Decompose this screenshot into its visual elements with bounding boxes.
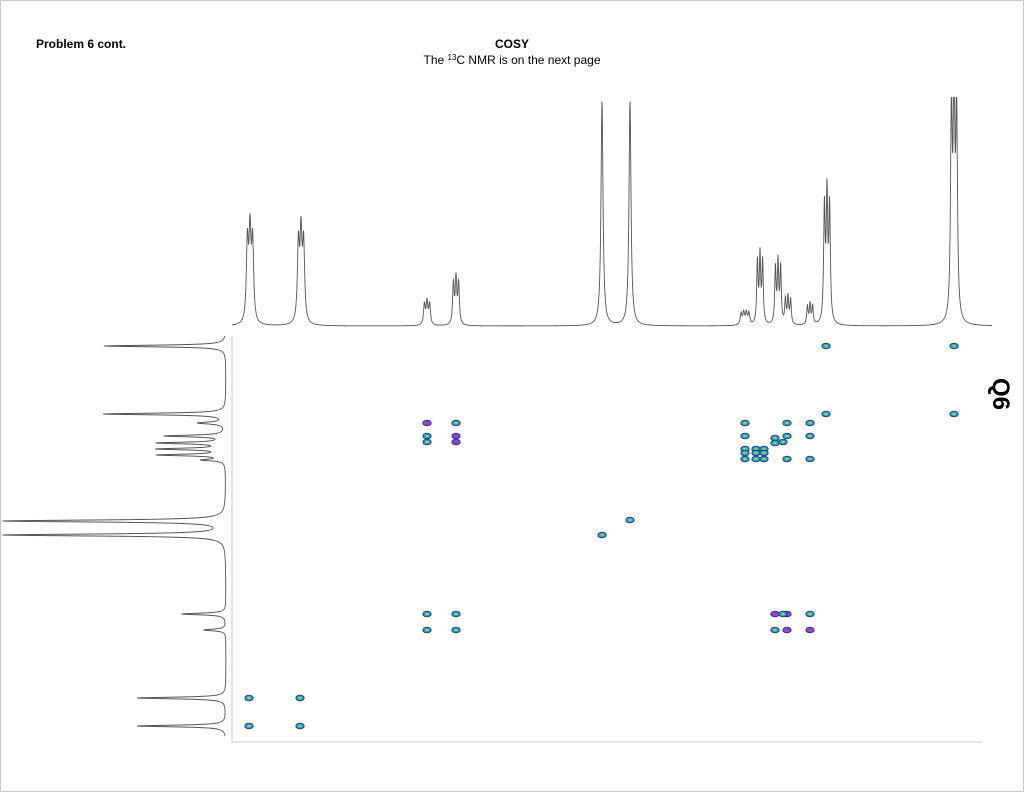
cross-peak	[451, 432, 461, 440]
subtitle-prefix: The	[423, 53, 448, 67]
cross-peak-center	[425, 440, 429, 444]
cross-peak-center	[628, 518, 632, 522]
cross-peak-center	[743, 451, 747, 455]
left-1h-projection	[2, 335, 227, 737]
cross-peak-center	[785, 434, 789, 438]
cross-peak-center	[808, 457, 812, 461]
top-projection-trace	[231, 97, 992, 327]
cross-peak-center	[762, 451, 766, 455]
title-block: COSY The 13C NMR is on the next page	[312, 37, 712, 69]
page-title: COSY	[494, 37, 529, 51]
cross-peak-center	[743, 421, 747, 425]
plot-axes	[231, 336, 982, 743]
cross-peak-center	[743, 447, 747, 451]
cross-peak-center	[762, 457, 766, 461]
cross-peaks	[244, 342, 959, 730]
cross-peak-center	[600, 533, 604, 537]
cross-peak-center	[425, 434, 429, 438]
cross-peak-center	[808, 612, 812, 616]
cross-peak-center	[773, 436, 777, 440]
cross-peak-center	[824, 412, 828, 416]
left-projection-trace	[2, 335, 227, 737]
cross-peak-center	[298, 724, 302, 728]
cross-peak-center	[781, 612, 785, 616]
cross-peak-center	[824, 344, 828, 348]
subtitle-suffix: C NMR is on the next page	[456, 53, 601, 67]
cross-peak-center	[754, 447, 758, 451]
cross-peak	[782, 626, 792, 634]
cross-peak-center	[754, 451, 758, 455]
cross-peak	[422, 419, 432, 427]
cross-peak-center	[454, 612, 458, 616]
cross-peak-center	[952, 344, 956, 348]
cross-peak	[770, 610, 780, 618]
cross-peak-center	[808, 434, 812, 438]
cross-peak-center	[743, 434, 747, 438]
cross-peak-center	[762, 447, 766, 451]
top-1h-projection	[231, 97, 992, 327]
cross-peak-center	[425, 612, 429, 616]
cross-peak-center	[785, 457, 789, 461]
page-subtitle: The 13C NMR is on the next page	[312, 52, 712, 69]
subtitle-superscript: 13	[447, 53, 457, 62]
cross-peak	[805, 626, 815, 634]
problem-label: Problem 6 cont.	[36, 37, 127, 51]
cross-peak-center	[425, 628, 429, 632]
cross-peak-center	[785, 421, 789, 425]
cross-peak-center	[247, 696, 251, 700]
cross-peak-center	[454, 421, 458, 425]
cross-peak-center	[773, 628, 777, 632]
cross-peak-center	[808, 421, 812, 425]
cross-peak-center	[247, 724, 251, 728]
cross-peak-center	[773, 441, 777, 445]
cross-peak-center	[781, 440, 785, 444]
cross-peak	[451, 438, 461, 446]
cross-peak-center	[298, 696, 302, 700]
cross-peak-center	[952, 412, 956, 416]
cross-peak-center	[743, 457, 747, 461]
cross-peak-center	[454, 628, 458, 632]
cross-peak-center	[754, 457, 758, 461]
